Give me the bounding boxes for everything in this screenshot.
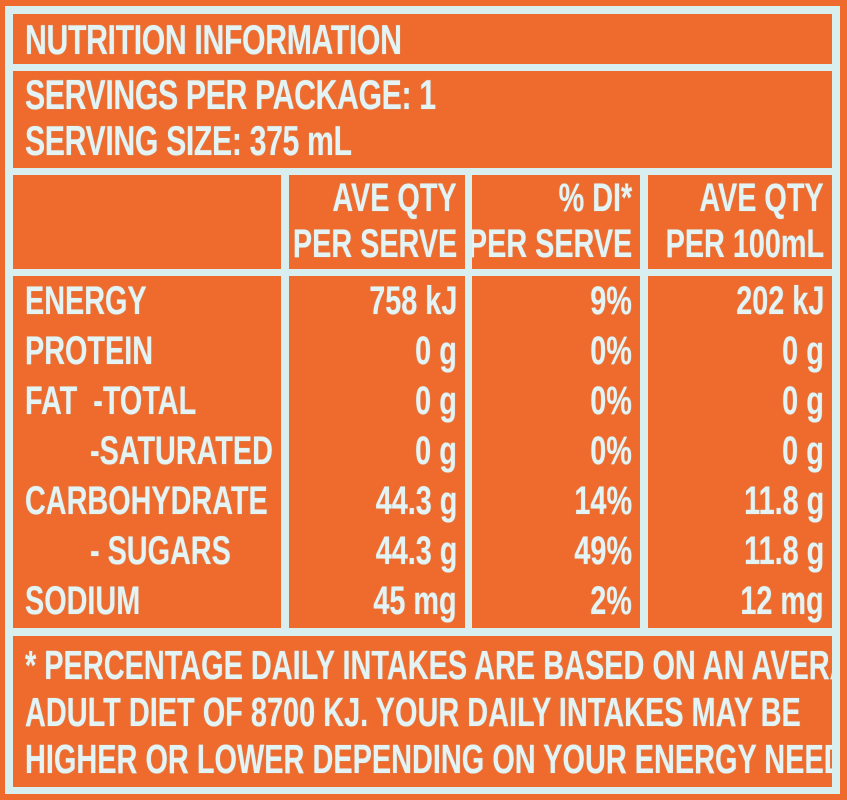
per-100ml-value: 0 g [782,329,824,373]
footnote-cell: * PERCENTAGE DAILY INTAKES ARE BASED ON … [13,636,832,787]
nutrient-label: ENERGY [25,279,147,323]
per-serve-value: 45 mg [373,579,457,623]
header-line: PER SERVE [292,222,457,266]
di-column: 9% 0% 0% 0% 14% 49% 2% [472,276,640,628]
per-100ml-value: 11.8 g [743,479,824,523]
per-100ml-value: 202 kJ [735,279,824,323]
servings-per-package: SERVINGS PER PACKAGE: 1 [25,71,436,118]
nutrient-column: ENERGY PROTEIN FAT -TOTAL -SATURATED CAR… [13,276,281,628]
servings-cell: SERVINGS PER PACKAGE: 1 SERVING SIZE: 37… [13,71,832,168]
per-100ml-value: 12 mg [740,579,824,623]
nutrient-label: -SATURATED [90,429,273,473]
header-line: AVE QTY [332,176,457,220]
per-100ml-value: 0 g [782,429,824,473]
di-value: 0% [590,429,632,473]
per-serve-column: 758 kJ 0 g 0 g 0 g 44.3 g 44.3 g 45 mg [289,276,465,628]
nutrient-label: FAT -TOTAL [25,379,197,423]
di-value: 9% [590,279,632,323]
footnote-line: * PERCENTAGE DAILY INTAKES ARE BASED ON … [25,642,832,688]
per-100ml-column: 202 kJ 0 g 0 g 0 g 11.8 g 11.8 g 12 mg [648,276,832,628]
per-serve-value: 758 kJ [368,279,457,323]
per-100ml-value: 11.8 g [743,529,824,573]
nutrient-label: - SUGARS [90,529,231,573]
header-line: PER SERVE [472,222,632,266]
di-value: 0% [590,329,632,373]
header-line: % DI* [558,176,632,220]
per-serve-value: 0 g [415,429,457,473]
header-line: AVE QTY [699,176,824,220]
di-value: 14% [574,479,632,523]
header-blank [13,175,281,269]
header-per-serve: AVE QTY PER SERVE [289,175,465,269]
per-serve-value: 44.3 g [375,529,457,573]
di-value: 49% [574,529,632,573]
header-per-100ml: AVE QTY PER 100mL [648,175,832,269]
footnote-line: ADULT DIET OF 8700 KJ. YOUR DAILY INTAKE… [25,689,801,735]
header-di: % DI* PER SERVE [472,175,640,269]
per-100ml-value: 0 g [782,379,824,423]
nutrient-label: SODIUM [25,579,141,623]
title-cell: NUTRITION INFORMATION [13,14,832,64]
per-serve-value: 44.3 g [375,479,457,523]
nutrient-label: CARBOHYDRATE [25,479,268,523]
footnote-line: HIGHER OR LOWER DEPENDING ON YOUR ENERGY… [25,736,832,782]
header-line: PER 100mL [665,222,824,266]
per-serve-value: 0 g [415,329,457,373]
serving-size: SERVING SIZE: 375 mL [25,117,352,164]
panel-title: NUTRITION INFORMATION [25,16,402,63]
nutrient-label: PROTEIN [25,329,154,373]
di-value: 0% [590,379,632,423]
per-serve-value: 0 g [415,379,457,423]
di-value: 2% [590,579,632,623]
